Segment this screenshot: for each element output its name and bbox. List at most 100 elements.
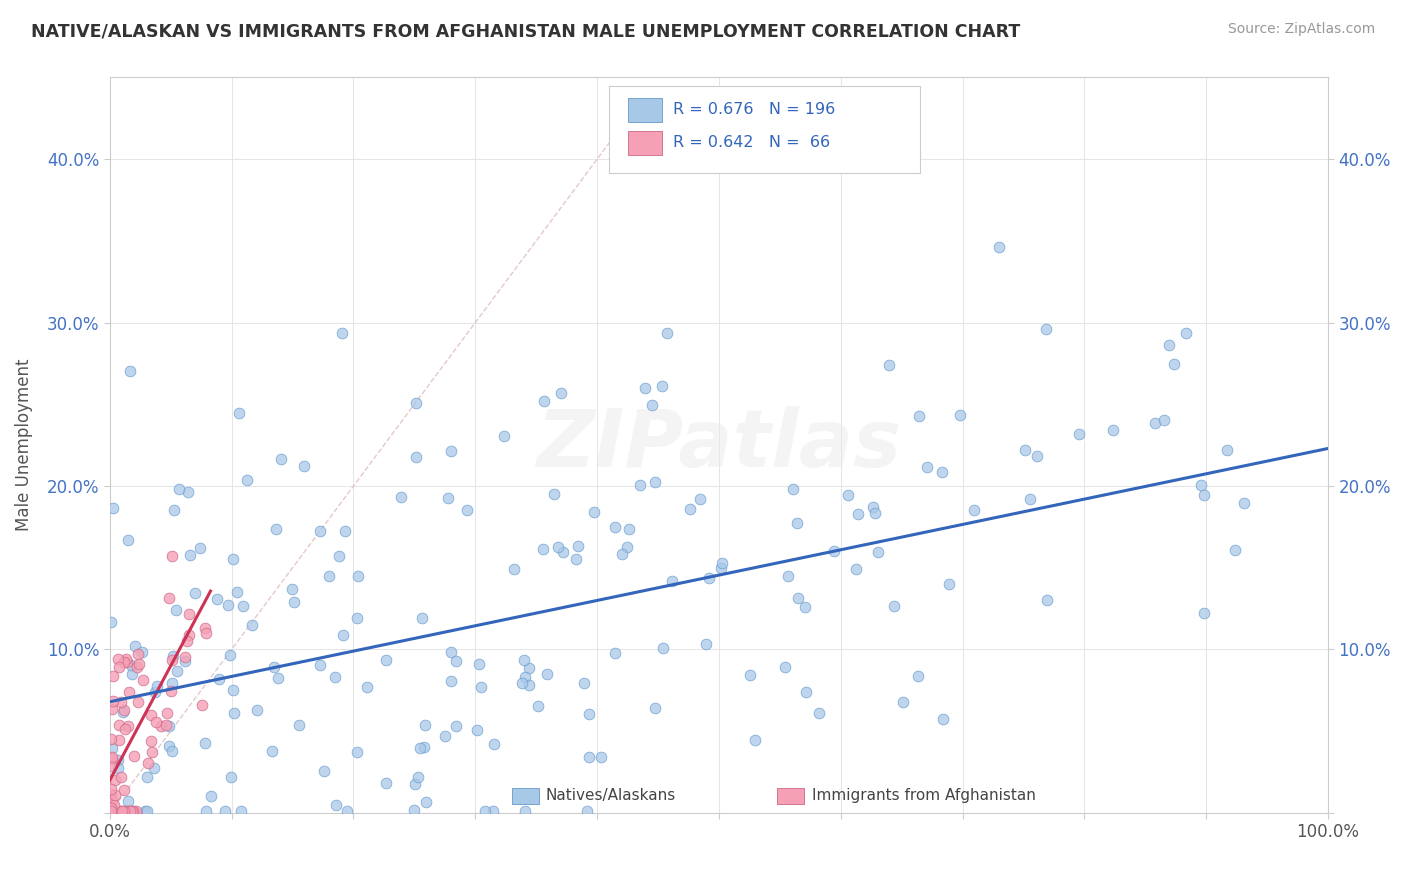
Point [143, 685, 166, 699]
FancyBboxPatch shape [512, 788, 538, 804]
Point [582, 505, 605, 519]
Point [738, 667, 761, 681]
Text: NATIVE/ALASKAN VS IMMIGRANTS FROM AFGHANISTAN MALE UNEMPLOYMENT CORRELATION CHAR: NATIVE/ALASKAN VS IMMIGRANTS FROM AFGHAN… [31, 22, 1021, 40]
Point [515, 804, 537, 818]
Point [103, 798, 125, 813]
Point [115, 651, 138, 665]
Point [107, 761, 129, 775]
Point [127, 695, 149, 709]
Point [1014, 442, 1036, 457]
Point [194, 621, 217, 635]
Point [778, 569, 800, 583]
Point [166, 664, 188, 678]
Point [111, 804, 134, 818]
Point [136, 770, 159, 784]
Point [1102, 423, 1125, 437]
Point [744, 732, 766, 747]
Point [100, 804, 122, 818]
Point [846, 507, 869, 521]
Point [325, 798, 347, 813]
Point [108, 660, 131, 674]
Point [547, 541, 569, 555]
Point [121, 804, 143, 818]
Point [214, 804, 236, 818]
Point [103, 788, 125, 802]
Point [949, 408, 972, 422]
Point [117, 533, 139, 548]
FancyBboxPatch shape [609, 87, 920, 173]
Point [101, 669, 124, 683]
Point [492, 429, 515, 443]
Point [101, 752, 124, 766]
Point [932, 712, 955, 726]
Point [589, 749, 612, 764]
Point [115, 804, 138, 818]
Point [619, 522, 641, 536]
Text: ZIPatlas: ZIPatlas [537, 406, 901, 484]
Point [575, 804, 598, 818]
Point [176, 633, 198, 648]
Point [866, 545, 889, 559]
Point [844, 562, 866, 576]
Point [222, 706, 245, 720]
Point [456, 503, 478, 517]
Point [963, 502, 986, 516]
Point [794, 685, 817, 699]
Point [112, 804, 135, 818]
Text: R = 0.642   N =  66: R = 0.642 N = 66 [672, 136, 830, 151]
Point [1163, 358, 1185, 372]
Point [120, 657, 142, 672]
Point [404, 803, 426, 817]
Point [1035, 593, 1057, 607]
Point [156, 706, 179, 721]
Point [145, 715, 167, 730]
Point [127, 660, 149, 674]
Point [915, 460, 938, 475]
Point [406, 771, 429, 785]
Point [121, 666, 143, 681]
Point [136, 756, 159, 770]
Point [1019, 491, 1042, 506]
Point [823, 543, 845, 558]
Point [517, 678, 540, 692]
Point [346, 569, 368, 583]
Point [136, 804, 159, 818]
Point [1026, 450, 1049, 464]
Point [101, 702, 124, 716]
Point [482, 804, 505, 818]
Point [710, 560, 733, 574]
Point [987, 240, 1010, 254]
Point [160, 549, 183, 563]
Point [100, 615, 122, 629]
Point [651, 378, 673, 392]
Point [134, 804, 156, 818]
Point [651, 641, 673, 656]
Point [103, 501, 125, 516]
Point [191, 698, 214, 713]
Point [100, 804, 122, 818]
Point [513, 653, 536, 667]
Point [482, 737, 505, 751]
Point [877, 358, 900, 372]
Point [503, 561, 526, 575]
Point [603, 646, 626, 660]
FancyBboxPatch shape [627, 98, 662, 121]
Point [308, 658, 330, 673]
Point [444, 654, 467, 668]
Point [374, 776, 396, 790]
Point [260, 744, 283, 758]
Point [346, 745, 368, 759]
Point [474, 804, 496, 818]
Point [308, 524, 330, 538]
Point [127, 648, 149, 662]
Point [163, 502, 186, 516]
Point [1192, 488, 1215, 502]
Point [141, 745, 163, 759]
Point [117, 719, 139, 733]
Point [155, 717, 177, 731]
Point [149, 719, 172, 733]
Point [699, 571, 721, 585]
Point [543, 487, 565, 501]
Point [550, 385, 572, 400]
Text: Immigrants from Afghanistan: Immigrants from Afghanistan [811, 789, 1035, 804]
